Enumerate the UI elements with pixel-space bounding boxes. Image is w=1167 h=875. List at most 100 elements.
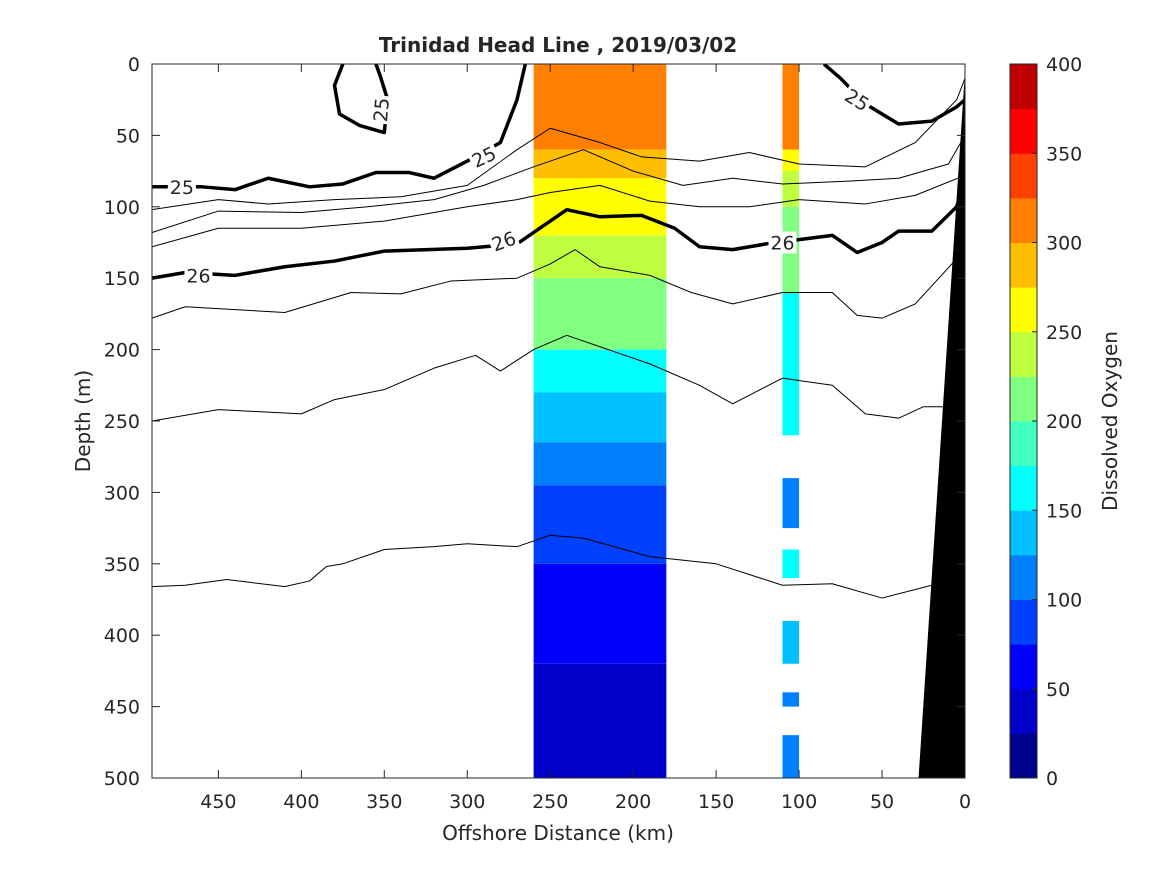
x-tick-label-3: 300 xyxy=(449,791,485,813)
oxygen-band-0-4 xyxy=(533,278,667,350)
oxygen-band-1-7 xyxy=(782,620,800,664)
y-tick-label-4: 200 xyxy=(104,340,140,362)
density-contour-0 xyxy=(152,64,528,192)
colorbar-tick-label-5: 250 xyxy=(1046,322,1082,344)
y-axis-label: Depth (m) xyxy=(71,370,95,472)
y-tick-label-3: 150 xyxy=(104,268,140,290)
y-tick-label-2: 100 xyxy=(104,197,140,219)
contour-label-bg-4 xyxy=(184,264,213,287)
chart-title: Trinidad Head Line , 2019/03/02 xyxy=(379,33,737,57)
density-contour-1 xyxy=(332,64,390,135)
colorbar-segment-7 xyxy=(1010,421,1037,467)
y-tick-label-6: 300 xyxy=(104,482,140,504)
oxygen-band-0-5 xyxy=(533,349,667,393)
colorbar: 0 50 100 150 200 250 300 350 400 xyxy=(1009,54,1082,790)
colorbar-tick-label-2: 100 xyxy=(1046,590,1082,612)
y-axis: 0 50 100 150 200 250 300 350 400 450 500 xyxy=(104,54,965,790)
y-tick-label-9: 450 xyxy=(104,697,140,719)
density-contour-3 xyxy=(152,78,965,211)
colorbar-tick-label-6: 300 xyxy=(1046,233,1082,255)
x-tick-label-0: 450 xyxy=(200,791,236,813)
y-tick-label-0: 0 xyxy=(128,54,140,76)
colorbar-segment-4 xyxy=(1010,554,1037,600)
colorbar-segment-8 xyxy=(1010,376,1037,422)
colorbar-segment-5 xyxy=(1010,510,1037,556)
density-contour-9 xyxy=(152,534,965,599)
x-tick-label-1: 400 xyxy=(283,791,319,813)
colorbar-segment-13 xyxy=(1010,153,1037,199)
colorbar-tick-label-8: 400 xyxy=(1046,54,1082,76)
contour-label-bg-2 xyxy=(466,140,502,173)
colorbar-segment-10 xyxy=(1010,287,1037,333)
oxygen-band-1-8 xyxy=(782,692,800,707)
x-axis: 450 400 350 300 250 200 150 100 50 0 xyxy=(200,64,971,813)
bathymetry-shape xyxy=(918,71,965,778)
colorbar-segment-2 xyxy=(1010,644,1037,690)
oxygen-band-0-1 xyxy=(533,149,667,179)
colorbar-segment-0 xyxy=(1010,733,1037,779)
x-tick-label-9: 0 xyxy=(959,791,971,813)
bathymetry-layer xyxy=(918,71,965,778)
colorbar-segment-11 xyxy=(1010,242,1037,288)
oxygen-fill-layer xyxy=(533,64,800,778)
contour-label-text-0: 25 xyxy=(170,177,194,199)
x-axis-label: Offshore Distance (km) xyxy=(442,821,674,845)
contour-label-text-6: 26 xyxy=(770,233,794,255)
contour-label-text-4: 26 xyxy=(186,265,210,287)
contour-label-0: 25 xyxy=(167,175,196,199)
colorbar-tick-label-1: 50 xyxy=(1046,679,1070,701)
density-contour-layer xyxy=(152,64,965,599)
oxygen-band-1-4 xyxy=(782,292,800,436)
oxygen-band-0-0 xyxy=(533,64,667,150)
density-contour-2 xyxy=(822,64,965,126)
colorbar-tick-label-3: 150 xyxy=(1046,500,1082,522)
colorbar-tick-label-4: 200 xyxy=(1046,411,1082,433)
colorbar-tick-label-0: 0 xyxy=(1046,768,1058,790)
oxygen-band-1-0 xyxy=(782,64,800,150)
contour-label-bg-6 xyxy=(768,231,797,254)
contour-label-3: 25 xyxy=(839,82,875,117)
oxygen-band-1-1 xyxy=(782,149,800,172)
density-contour-6 xyxy=(152,177,965,280)
contour-label-text-3: 25 xyxy=(841,85,873,116)
density-contour-8 xyxy=(152,334,965,422)
oxygen-band-1-9 xyxy=(782,735,800,778)
oxygen-band-1-5 xyxy=(782,478,800,529)
y-tick-label-5: 250 xyxy=(104,411,140,433)
oxygen-band-0-7 xyxy=(533,442,667,486)
oxygen-band-1-6 xyxy=(782,549,800,579)
y-tick-label-10: 500 xyxy=(104,768,140,790)
colorbar-tick-label-7: 350 xyxy=(1046,143,1082,165)
contour-label-bg-0 xyxy=(167,175,196,198)
y-tick-label-7: 350 xyxy=(104,554,140,576)
density-contour-7 xyxy=(152,249,965,319)
contour-label-5: 26 xyxy=(486,225,521,257)
x-tick-label-7: 100 xyxy=(781,791,817,813)
colorbar-segment-12 xyxy=(1010,197,1037,243)
x-tick-label-6: 150 xyxy=(698,791,734,813)
x-tick-label-4: 250 xyxy=(532,791,568,813)
x-tick-label-2: 350 xyxy=(366,791,402,813)
contour-label-6: 26 xyxy=(768,231,797,255)
x-tick-label-5: 200 xyxy=(615,791,651,813)
oxygen-band-0-9 xyxy=(533,563,667,664)
y-tick-label-1: 50 xyxy=(116,125,140,147)
colorbar-segment-9 xyxy=(1010,331,1037,377)
oxygen-band-1-2 xyxy=(782,171,800,207)
x-tick-label-8: 50 xyxy=(870,791,894,813)
density-contour-5 xyxy=(152,174,965,248)
oxygen-band-0-10 xyxy=(533,663,667,778)
oxygen-band-0-2 xyxy=(533,178,667,236)
colorbar-segment-6 xyxy=(1010,465,1037,511)
density-contour-4 xyxy=(152,135,965,233)
contour-label-bg-5 xyxy=(486,225,521,257)
colorbar-segment-1 xyxy=(1010,688,1037,734)
contour-label-bg-3 xyxy=(839,82,875,117)
contour-label-text-1: 25 xyxy=(370,97,394,123)
oxygen-band-0-3 xyxy=(533,235,667,279)
contour-label-4: 26 xyxy=(184,264,213,287)
colorbar-segment-15 xyxy=(1010,64,1037,110)
